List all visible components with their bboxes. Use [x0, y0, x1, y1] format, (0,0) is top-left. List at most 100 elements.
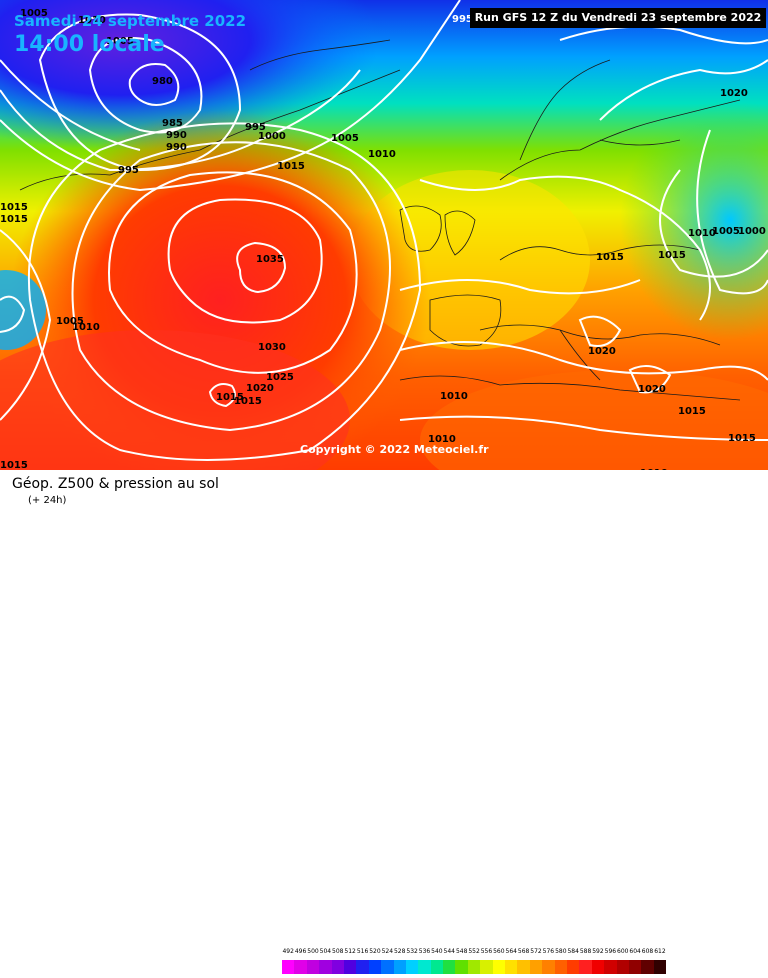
legend-swatch [368, 960, 382, 974]
isobar-label: 1010 [440, 391, 468, 402]
legend-label: 496 [294, 948, 307, 955]
legend-label: 536 [418, 948, 431, 955]
isobar-label: 1015 [234, 396, 262, 407]
legend-swatch [604, 960, 617, 974]
isobar-label: 1020 [638, 384, 666, 395]
isobar-label: 985 [162, 118, 183, 129]
isobar-label: 1005 [331, 133, 359, 144]
legend-label: 592 [592, 948, 604, 955]
legend-label: 548 [455, 948, 468, 955]
isobar-label: 1030 [258, 342, 286, 353]
legend-label: 544 [443, 948, 455, 955]
isobar-label: 1000 [738, 226, 766, 237]
legend-swatch [455, 960, 468, 974]
legend-label: 500 [307, 948, 319, 955]
legend-label: 528 [393, 948, 406, 955]
legend-swatch [628, 960, 642, 974]
legend-swatch [542, 960, 555, 974]
legend-label: 596 [604, 948, 617, 955]
legend-swatch [319, 960, 332, 974]
legend-label: 568 [517, 948, 530, 955]
isobar-label: 1015 [0, 214, 28, 225]
legend-swatch [331, 960, 344, 974]
legend-label: 612 [654, 948, 666, 955]
legend-swatch [653, 960, 667, 974]
isobar-label: 1005 [712, 226, 740, 237]
legend-label: 512 [344, 948, 356, 955]
copyright: Copyright © 2022 Meteociel.fr [300, 443, 489, 456]
legend-label: 580 [555, 948, 567, 955]
legend-swatch [579, 960, 592, 974]
legend-swatch [591, 960, 605, 974]
legend-label: 564 [505, 948, 517, 955]
legend-swatch [343, 960, 357, 974]
legend-swatch [405, 960, 419, 974]
legend-label: 588 [579, 948, 592, 955]
legend-swatch [282, 960, 295, 974]
isobar-label: 1015 [0, 202, 28, 213]
legend-swatch [641, 960, 654, 974]
isobar-label: 1010 [72, 322, 100, 333]
forecast-time: 14:00 locale [14, 32, 165, 57]
isobar-label: 1010 [78, 15, 106, 26]
legend-swatch [566, 960, 580, 974]
isobar-label: 1025 [266, 372, 294, 383]
map-title: Géop. Z500 & pression au sol [12, 476, 219, 492]
legend-label: 560 [493, 948, 505, 955]
isobar-label: 1015 [0, 460, 28, 470]
legend-swatch [467, 960, 481, 974]
isobar-label: 1015 [658, 250, 686, 261]
color-legend: 492 496 500 504 508 512 516 520 524 528 532 536 540 5… [282, 948, 667, 978]
isobar-label: 1035 [256, 254, 284, 265]
isobar-label: 1010 [688, 228, 716, 239]
isobar-label: 995 [452, 14, 473, 25]
isobar-label: 1005 [106, 36, 134, 47]
isobar-label: 995 [245, 122, 266, 133]
isobar-label: 1020 [720, 88, 748, 99]
forecast-date: Samedi 24 septembre 2022 [14, 12, 247, 30]
legend-label: 604 [629, 948, 641, 955]
isobar-label: 1010 [368, 149, 396, 160]
legend-swatch [505, 960, 518, 974]
weather-map: 995 1005 1010 1005 980 985 990 990 995 1000 1005 10… [0, 0, 768, 470]
isobar-label: 980 [152, 76, 173, 87]
legend-swatch [517, 960, 530, 974]
legend-swatch [492, 960, 506, 974]
legend-label: 576 [542, 948, 555, 955]
legend-swatch [480, 960, 493, 974]
legend-label: 552 [468, 948, 480, 955]
legend-swatch [381, 960, 394, 974]
footer: Géop. Z500 & pression au sol (+ 24h) 492… [0, 470, 768, 974]
legend-swatch [356, 960, 369, 974]
legend-swatch [430, 960, 444, 974]
legend-label: 540 [431, 948, 443, 955]
legend-label: 584 [567, 948, 579, 955]
isobar-label: 1015 [596, 252, 624, 263]
map-subtitle: (+ 24h) [28, 495, 67, 506]
legend-label: 492 [282, 948, 294, 955]
isobar-label: 1015 [277, 161, 305, 172]
legend-label: 600 [617, 948, 629, 955]
legend-label: 556 [480, 948, 493, 955]
isobar-label: 1005 [56, 316, 84, 327]
legend-label: 524 [381, 948, 394, 955]
legend-label: 508 [332, 948, 344, 955]
isobar-label: 1010 [640, 468, 668, 470]
isobar-label: 990 [166, 142, 187, 153]
isobar-label: 1020 [588, 346, 616, 357]
legend-swatch [443, 960, 456, 974]
legend-swatch [616, 960, 629, 974]
legend-swatches [282, 960, 667, 974]
legend-label: 572 [530, 948, 542, 955]
legend-swatch [529, 960, 543, 974]
legend-swatch [306, 960, 320, 974]
isobar-label: 990 [166, 130, 187, 141]
legend-swatch [418, 960, 431, 974]
isobar-label: 1010 [428, 434, 456, 445]
isobar-label: 1020 [246, 383, 274, 394]
isobar-label: 1015 [678, 406, 706, 417]
legend-swatch [294, 960, 307, 974]
isobar-label: 995 [118, 165, 139, 176]
